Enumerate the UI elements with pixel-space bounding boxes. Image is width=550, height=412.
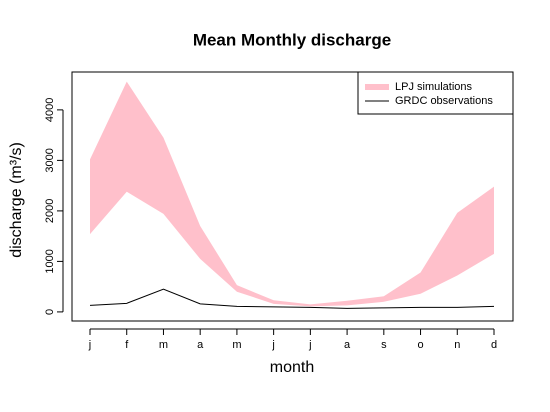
y-tick-label: 0 (44, 309, 56, 315)
x-tick-label: m (159, 339, 168, 351)
chart-title: Mean Monthly discharge (193, 30, 391, 49)
x-tick-label: j (308, 339, 311, 351)
x-tick-label: n (454, 339, 460, 351)
y-tick-label: 2000 (44, 199, 56, 223)
x-tick-label: s (381, 339, 387, 351)
legend-label: GRDC observations (395, 95, 493, 107)
legend-label: LPJ simulations (395, 81, 473, 93)
y-tick-label: 4000 (44, 98, 56, 122)
x-tick-label: j (88, 339, 91, 351)
x-tick-label: d (491, 339, 497, 351)
x-tick-label: a (344, 339, 351, 351)
legend-box (357, 71, 514, 115)
plot-frame (71, 71, 514, 322)
band-area (90, 81, 494, 307)
x-tick-label: j (271, 339, 274, 351)
x-axis-label: month (270, 359, 314, 376)
y-axis-label: discharge (m³/s) (8, 142, 25, 258)
line (89, 288, 495, 309)
x-tick-label: a (197, 339, 204, 351)
y-tick-label: 3000 (44, 148, 56, 172)
y-tick-label: 1000 (44, 249, 56, 273)
x-tick-label: m (232, 339, 241, 351)
x-tick-label: o (417, 339, 423, 351)
x-tick-label: f (125, 339, 129, 351)
